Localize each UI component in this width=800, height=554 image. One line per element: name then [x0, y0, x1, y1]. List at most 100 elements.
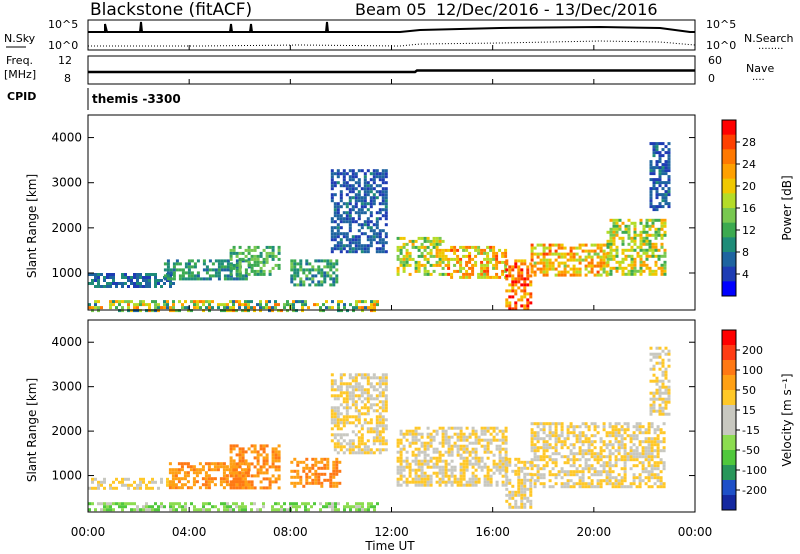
heatmap-cell	[575, 482, 579, 486]
heatmap-cell	[274, 459, 278, 463]
heatmap-cell	[271, 245, 275, 249]
heatmap-cell	[338, 469, 342, 473]
heatmap-cell	[423, 456, 427, 460]
heatmap-cell	[656, 452, 660, 456]
heatmap-cell	[635, 464, 639, 468]
heatmap-cell	[429, 254, 433, 258]
heatmap-cell	[333, 247, 337, 251]
heatmap-cell	[378, 376, 382, 380]
heatmap-cell	[213, 465, 217, 469]
heatmap-cell	[645, 266, 649, 270]
heatmap-cell	[511, 265, 515, 269]
power-colorbar-label: Power [dB]	[780, 175, 794, 240]
heatmap-cell	[336, 235, 340, 239]
nave-tick-bottom: 0	[708, 72, 715, 85]
heatmap-cell	[333, 181, 337, 185]
heatmap-cell	[265, 462, 269, 466]
heatmap-cell	[369, 376, 373, 380]
heatmap-cell	[357, 388, 361, 392]
heatmap-cell	[414, 260, 418, 264]
heatmap-cell	[183, 477, 187, 481]
heatmap-cell	[163, 282, 166, 285]
heatmap-cell	[520, 505, 524, 509]
heatmap-cell	[462, 248, 466, 252]
heatmap-cell	[351, 448, 355, 452]
heatmap-cell	[508, 502, 512, 506]
heatmap-cell	[360, 208, 364, 212]
heatmap-cell	[659, 449, 663, 453]
heatmap-cell	[130, 508, 133, 512]
heatmap-cell	[375, 430, 379, 434]
heatmap-cell	[250, 450, 254, 454]
heatmap-cell	[432, 269, 436, 273]
heatmap-cell	[450, 257, 454, 261]
heatmap-cell	[655, 208, 659, 212]
heatmap-cell	[584, 264, 588, 268]
heatmap-cell	[593, 458, 597, 462]
heatmap-cell	[148, 306, 151, 310]
heatmap-cell	[498, 468, 502, 472]
heatmap-cell	[378, 208, 382, 212]
heatmap-cell	[265, 468, 269, 472]
heatmap-cell	[581, 467, 585, 471]
heatmap-cell	[667, 163, 671, 167]
heatmap-cell	[615, 266, 619, 270]
heatmap-cell	[326, 466, 330, 470]
heatmap-cell	[462, 471, 466, 475]
heatmap-cell	[587, 428, 591, 432]
heatmap-cell	[339, 391, 343, 395]
heatmap-cell	[664, 169, 668, 173]
heatmap-cell	[498, 444, 502, 448]
heatmap-cell	[326, 262, 330, 266]
heatmap-cell	[121, 300, 124, 304]
heatmap-cell	[587, 485, 591, 489]
heatmap-cell	[289, 502, 292, 506]
heatmap-cell	[667, 193, 671, 197]
heatmap-cell	[441, 438, 445, 442]
heatmap-cell	[650, 443, 654, 447]
heatmap-cell	[226, 306, 229, 310]
heatmap-cell	[355, 306, 358, 310]
heatmap-cell	[539, 437, 543, 441]
heatmap-cell	[652, 172, 656, 176]
heatmap-cell	[168, 480, 172, 484]
heatmap-cell	[256, 471, 260, 475]
heatmap-cell	[364, 508, 367, 512]
heatmap-cell	[623, 464, 627, 468]
heatmap-cell	[520, 289, 524, 293]
heatmap-cell	[557, 473, 561, 477]
heatmap-cell	[354, 247, 358, 251]
heatmap-cell	[357, 439, 361, 443]
heatmap-cell	[354, 172, 358, 176]
heatmap-cell	[240, 468, 244, 472]
heatmap-cell	[354, 451, 358, 455]
heatmap-cell	[432, 471, 436, 475]
heatmap-cell	[480, 429, 484, 433]
heatmap-cell	[602, 267, 606, 271]
heatmap-cell	[360, 226, 364, 230]
heatmap-cell	[664, 181, 668, 185]
heatmap-cell	[649, 367, 653, 371]
heatmap-cell	[271, 257, 275, 261]
heatmap-cell	[330, 175, 334, 179]
heatmap-cell	[557, 437, 561, 441]
heatmap-cell	[399, 429, 403, 433]
heatmap-cell	[145, 502, 148, 506]
heatmap-cell	[661, 142, 665, 146]
heatmap-cell	[375, 409, 379, 413]
heatmap-cell	[438, 456, 442, 460]
heatmap-cell	[384, 250, 388, 254]
heatmap-cell	[635, 437, 639, 441]
heatmap-cell	[208, 274, 212, 278]
heatmap-cell	[323, 259, 327, 263]
heatmap-cell	[572, 252, 576, 256]
heatmap-cell	[171, 483, 175, 487]
heatmap-cell	[584, 467, 588, 471]
heatmap-cell	[620, 428, 624, 432]
heatmap-cell	[432, 435, 436, 439]
heatmap-cell	[357, 382, 361, 386]
heatmap-cell	[655, 196, 659, 200]
heatmap-cell	[563, 482, 567, 486]
heatmap-cell	[526, 274, 530, 278]
heatmap-cell	[590, 455, 594, 459]
